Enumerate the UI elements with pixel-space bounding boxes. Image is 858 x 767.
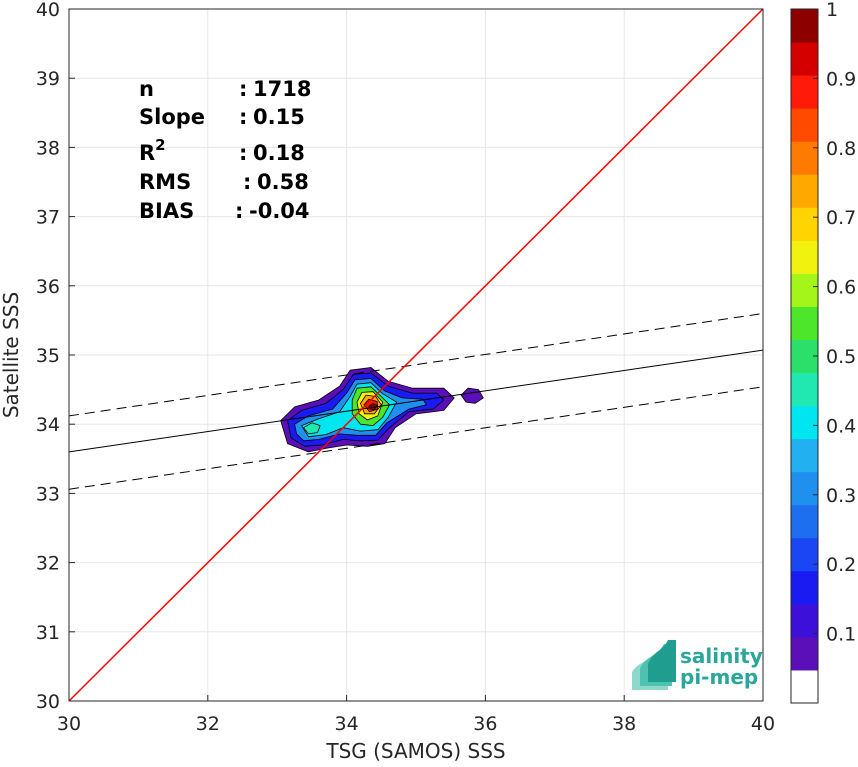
- stat-label-text: BIAS: [139, 199, 194, 223]
- colorbar-tick-label: 0.2: [826, 554, 856, 576]
- logo-line2: pi-mep: [680, 665, 758, 689]
- y-tick-label: 31: [36, 622, 60, 644]
- colorbar-swatch: [791, 207, 818, 241]
- stat-label: RMS: [139, 170, 191, 194]
- colorbar-swatch: [791, 537, 818, 572]
- identity-line: [69, 9, 763, 701]
- stat-value: 1718: [253, 77, 311, 101]
- colorbar-tick-label: 0.8: [826, 138, 856, 160]
- x-tick-label: 38: [612, 713, 636, 735]
- stat-label: n: [139, 77, 154, 101]
- y-tick-label: 30: [36, 691, 60, 713]
- x-tick-label: 40: [751, 713, 775, 735]
- regression-bound-line: [69, 312, 763, 417]
- y-tick-label: 37: [36, 207, 60, 229]
- stat-label: R2: [139, 136, 166, 165]
- regression-line: [69, 349, 763, 453]
- colorbar-swatch: [791, 471, 818, 506]
- stat-superscript: 2: [155, 136, 165, 154]
- stat-separator: :: [239, 77, 247, 101]
- y-tick-label: 33: [36, 483, 60, 505]
- stat-separator: :: [239, 105, 247, 129]
- colorbar-swatch: [791, 504, 818, 539]
- stat-value: 0.18: [253, 141, 305, 165]
- stat-label-text: Slope: [139, 105, 205, 129]
- colorbar-swatch: [791, 42, 818, 76]
- colorbar-tick-label: 0.4: [826, 415, 856, 437]
- colorbar-swatch: [791, 240, 818, 274]
- stat-value: 0.58: [257, 170, 309, 194]
- colorbar-swatch: [791, 306, 818, 340]
- density-contour-level: [460, 387, 484, 404]
- colorbar-tick-label: 0.3: [826, 485, 856, 507]
- x-tick-label: 34: [335, 713, 359, 735]
- stat-label-text: R: [139, 141, 155, 165]
- y-tick-label: 32: [36, 553, 60, 575]
- colorbar-swatch: [791, 108, 818, 142]
- reference-lines: [69, 9, 763, 701]
- colorbar-swatch: [791, 273, 818, 307]
- colorbar-tick-label: 0.1: [826, 624, 856, 646]
- colorbar-swatch: [791, 669, 818, 704]
- y-tick-label: 38: [36, 137, 60, 159]
- colorbar-tick-label: 1: [826, 0, 838, 21]
- colorbar-swatch: [791, 570, 818, 605]
- colorbar-swatch: [791, 438, 818, 473]
- stat-value: -0.04: [249, 199, 310, 223]
- density-contour-level: [303, 422, 321, 435]
- salinity-pimep-logo: salinity pi-mep: [632, 640, 763, 690]
- stat-label-text: RMS: [139, 170, 191, 194]
- colorbar-tick-label: 0.6: [826, 277, 856, 299]
- colorbar-swatch: [791, 9, 818, 43]
- stat-label: Slope: [139, 105, 205, 129]
- stat-separator: :: [235, 199, 243, 223]
- colorbar-swatch: [791, 636, 818, 671]
- y-tick-label: 35: [36, 345, 60, 367]
- colorbar-tick-label: 0.5: [826, 346, 856, 368]
- colorbar-swatch: [791, 174, 818, 208]
- x-axis-label: TSG (SAMOS) SSS: [325, 739, 505, 763]
- colorbar-swatch: [791, 141, 818, 175]
- colorbar: 0.1 0.2 0.3 0.4 0.5 0.6 0.7 0.8 0.9 1: [790, 0, 856, 704]
- colorbar-swatch: [791, 372, 818, 407]
- stat-label-text: n: [139, 77, 154, 101]
- colorbar-tick-label: 0.7: [826, 207, 856, 229]
- y-axis-label: Satellite SSS: [0, 292, 23, 418]
- stat-label: BIAS: [139, 199, 194, 223]
- y-ticks: 30 31 32 33 34 35 36 37 38 39 40: [36, 0, 75, 713]
- colorbar-tick-label: 0.9: [826, 68, 856, 90]
- colorbar-swatch: [791, 405, 818, 440]
- logo-waves-icon: [632, 640, 676, 690]
- logo-line1: salinity: [680, 644, 763, 668]
- y-tick-label: 34: [36, 414, 60, 436]
- stat-separator: :: [243, 170, 251, 194]
- x-tick-label: 32: [196, 713, 220, 735]
- y-tick-label: 40: [36, 0, 60, 21]
- stat-value: 0.15: [253, 105, 305, 129]
- colorbar-swatch: [791, 75, 818, 109]
- y-tick-label: 36: [36, 276, 60, 298]
- x-tick-label: 30: [57, 713, 81, 735]
- y-tick-label: 39: [36, 68, 60, 90]
- x-ticks: 30 32 34 36 38 40: [57, 695, 775, 735]
- stat-separator: :: [239, 141, 247, 165]
- regression-bound-line: [69, 386, 763, 490]
- x-tick-label: 36: [473, 713, 497, 735]
- colorbar-swatch: [791, 603, 818, 638]
